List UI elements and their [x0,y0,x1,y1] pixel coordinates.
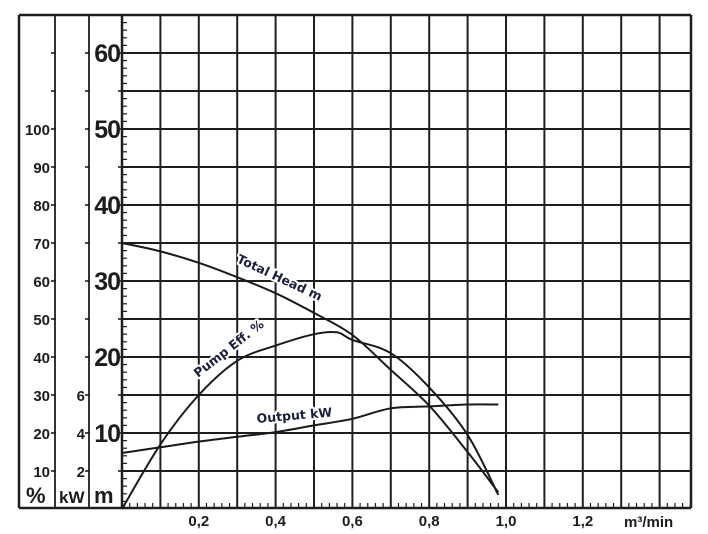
output-curve-label: Output kW [256,404,333,426]
grid-lines [122,15,691,508]
pct-tick-label: 40 [33,350,50,367]
m-tick-label: 30 [94,268,120,296]
curves [121,242,500,510]
m-tick-label: 20 [94,344,120,372]
kw-tick-label: 4 [77,426,86,443]
pct-tick-label: 10 [33,464,50,481]
m-tick-label: 40 [94,192,120,220]
x-tick-label: 0,8 [419,513,440,530]
pct-tick-label: 20 [33,426,50,443]
x-tick-label: 1,2 [572,513,593,530]
x-tick-label: 0,2 [188,513,209,530]
axis-units: % kW m m³/min [26,483,673,531]
pct-tick-label: 70 [33,236,50,253]
total-head-curve [121,242,500,493]
pct-tick-label: 30 [33,388,50,405]
x-tick-label: 0,4 [265,513,287,530]
x-tick-label: 1,0 [496,513,517,530]
kw-tick-label: 2 [77,464,85,481]
m-tick-label: 60 [94,40,120,68]
pct-tick-label: 80 [33,198,50,215]
pct-axis-unit: % [26,483,46,508]
x-tick-label: 0,6 [342,513,363,530]
kw-tick-label: 6 [77,388,85,405]
pct-tick-label: 100 [25,122,50,139]
axes: 10 20 30 40 50 60 70 80 90 100 2 4 6 10 20 30 40 50 60 0,2 0… [17,13,693,530]
m-axis-unit: m [94,483,114,508]
pct-tick-label: 50 [33,312,50,329]
m-tick-label: 50 [94,116,120,144]
pump-efficiency-curve [121,330,500,510]
curve-labels: Total Head m Pump Eff. % Output kW [189,249,335,428]
output-kw-curve [121,403,499,454]
pct-tick-label: 90 [33,160,50,177]
x-axis-unit: m³/min [624,514,673,531]
kw-axis-unit: kW [59,488,85,507]
m-tick-label: 10 [94,420,120,448]
pct-tick-label: 60 [33,274,50,291]
eff-curve-label: Pump Eff. % [191,316,267,380]
